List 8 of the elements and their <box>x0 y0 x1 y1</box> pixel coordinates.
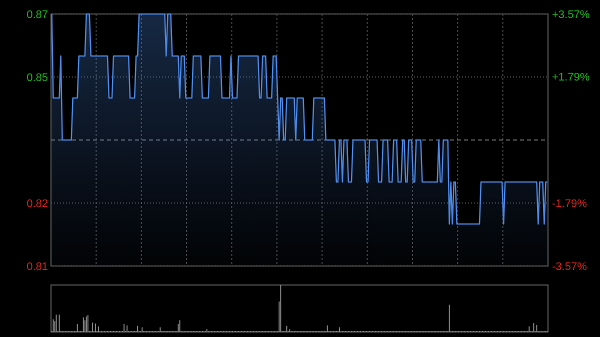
y2-tick-label: -1.79% <box>552 198 588 210</box>
y-tick-label: 0.87 <box>26 8 48 21</box>
y-tick-label: 0.85 <box>26 72 48 84</box>
y-tick-label: 0.82 <box>26 198 48 210</box>
y-tick-label: 0.81 <box>26 260 48 273</box>
y2-tick-label: -3.57% <box>552 260 588 273</box>
y2-tick-label: +1.79% <box>552 72 590 84</box>
y2-tick-label: +3.57% <box>552 8 590 21</box>
